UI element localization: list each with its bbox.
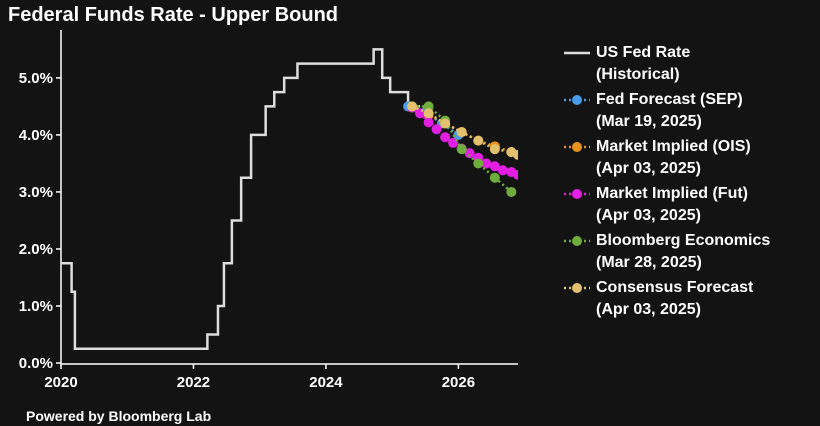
data-point-market-implied-fut	[481, 158, 492, 169]
legend-series-name: Fed Forecast (SEP)	[596, 91, 743, 108]
data-point-market-implied-fut	[440, 132, 451, 143]
x-tick-label: 2024	[309, 374, 343, 391]
chart-title: Federal Funds Rate - Upper Bound	[8, 4, 339, 26]
legend-text: Market Implied (OIS) (Apr 03, 2025)	[596, 136, 751, 180]
y-tick-label: 3.0%	[19, 184, 53, 201]
data-point-market-implied-fut	[489, 161, 500, 172]
data-point-market-implied-fut	[513, 169, 518, 180]
data-point-consensus-forecast	[489, 144, 500, 155]
legend-series-subtitle: (Apr 03, 2025)	[596, 207, 701, 224]
x-tick-label: 2020	[44, 374, 77, 391]
series-line-us-fed-rate	[61, 48, 421, 350]
legend-series-subtitle: (Apr 03, 2025)	[596, 160, 701, 177]
data-point-consensus-forecast	[407, 101, 418, 112]
y-tick-label: 0.0%	[19, 355, 53, 372]
legend-marker-swatch	[564, 95, 590, 105]
legend-item: Consensus Forecast (Apr 03, 2025)	[562, 277, 818, 324]
legend-text: Bloomberg Economics (Mar 28, 2025)	[596, 230, 770, 274]
data-point-consensus-forecast	[440, 118, 451, 129]
legend-item: Market Implied (Fut) (Apr 03, 2025)	[562, 183, 818, 230]
data-point-bloomberg-economics	[489, 172, 500, 183]
legend-series-name: Market Implied (Fut)	[596, 185, 749, 202]
legend-line-swatch	[564, 51, 590, 55]
y-tick-label: 2.0%	[19, 241, 53, 258]
legend-item: Fed Forecast (SEP) (Mar 19, 2025)	[562, 89, 818, 136]
y-tick-label: 5.0%	[19, 70, 53, 87]
data-point-market-implied-fut	[423, 117, 434, 128]
x-tick-label: 2026	[442, 374, 475, 391]
legend-item: Market Implied (OIS) (Apr 03, 2025)	[562, 136, 818, 183]
x-tick-label: 2022	[177, 374, 210, 391]
data-point-consensus-forecast	[423, 108, 434, 119]
legend-text: Consensus Forecast (Apr 03, 2025)	[596, 277, 753, 321]
legend-series-name: Bloomberg Economics	[596, 232, 771, 249]
legend-item: Bloomberg Economics (Mar 28, 2025)	[562, 230, 818, 277]
data-point-bloomberg-economics	[423, 101, 434, 112]
data-point-market-implied-fut	[431, 124, 442, 135]
y-tick-label: 1.0%	[19, 298, 53, 315]
legend-item: US Fed Rate (Historical)	[562, 42, 818, 89]
data-point-bloomberg-economics	[456, 144, 467, 155]
legend-marker-swatch	[564, 283, 590, 293]
data-point-market-implied-fut	[464, 148, 475, 159]
legend-text: Fed Forecast (SEP) (Mar 19, 2025)	[596, 89, 743, 133]
legend-marker-swatch	[564, 236, 590, 246]
legend-series-subtitle: (Mar 28, 2025)	[596, 254, 702, 271]
data-point-consensus-forecast	[456, 127, 467, 138]
legend-text: US Fed Rate (Historical)	[596, 42, 690, 86]
chart-legend: US Fed Rate (Historical) Fed Forecast (SEP…	[562, 42, 818, 324]
data-point-market-implied-fut	[497, 165, 508, 176]
legend-series-subtitle: (Historical)	[596, 66, 680, 83]
legend-series-name: Market Implied (OIS)	[596, 138, 751, 155]
data-point-bloomberg-economics	[473, 158, 484, 169]
y-tick-label: 4.0%	[19, 127, 53, 144]
data-point-consensus-forecast	[473, 135, 484, 146]
legend-series-subtitle: (Apr 03, 2025)	[596, 301, 701, 318]
legend-series-subtitle: (Mar 19, 2025)	[596, 113, 702, 130]
legend-series-name: Consensus Forecast	[596, 279, 754, 296]
legend-marker-swatch	[564, 142, 590, 152]
legend-series-name: US Fed Rate	[596, 44, 691, 61]
data-point-bloomberg-economics	[506, 186, 517, 197]
data-point-market-implied-fut	[414, 108, 425, 119]
legend-marker-swatch	[564, 189, 590, 199]
data-point-consensus-forecast	[513, 149, 518, 160]
footer-credit: Powered by Bloomberg Lab	[26, 408, 212, 424]
legend-text: Market Implied (Fut) (Apr 03, 2025)	[596, 183, 748, 227]
